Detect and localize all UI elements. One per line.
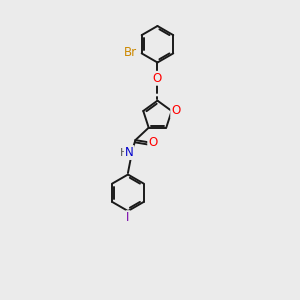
Text: H: H [120,148,128,158]
Text: O: O [153,72,162,85]
Text: N: N [125,146,134,159]
Text: I: I [126,211,130,224]
Text: O: O [148,136,158,149]
Text: Br: Br [124,46,137,59]
Text: O: O [171,104,180,118]
